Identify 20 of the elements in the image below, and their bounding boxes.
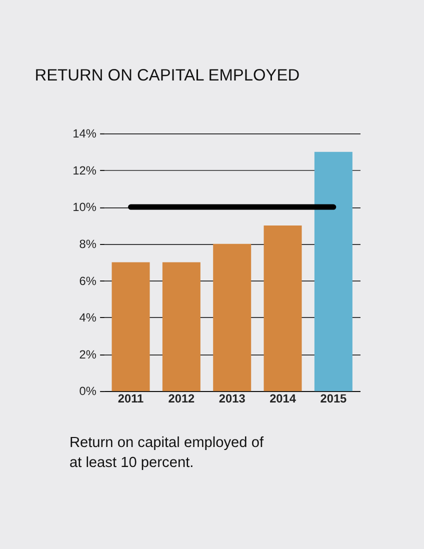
bar [162, 262, 200, 392]
text: Return on capital employed of at least 10 percent. [69, 434, 264, 471]
y-tick-label: 8% [79, 236, 97, 251]
chart-title: RETURN ON CAPITAL EMPLOYED [34, 66, 300, 84]
y-tick-label: 4% [79, 310, 97, 325]
y-tick-label: 10% [72, 200, 97, 214]
x-tick-label: 2014 [270, 392, 296, 406]
y-tick-label: 2% [79, 347, 97, 362]
bar [314, 152, 352, 392]
x-tick-label: 2012 [168, 392, 196, 406]
y-tick-label: 0% [79, 384, 97, 398]
y-tick-label: 12% [72, 163, 97, 178]
bar [264, 225, 302, 392]
x-tick-label: 2011 [118, 392, 144, 406]
y-tick-label: 6% [79, 274, 97, 288]
x-tick-label: 2013 [218, 392, 246, 406]
y-tick-label: 14% [72, 126, 97, 141]
bar [112, 262, 150, 392]
x-tick-label: 2015 [320, 392, 348, 406]
bar [213, 244, 252, 392]
